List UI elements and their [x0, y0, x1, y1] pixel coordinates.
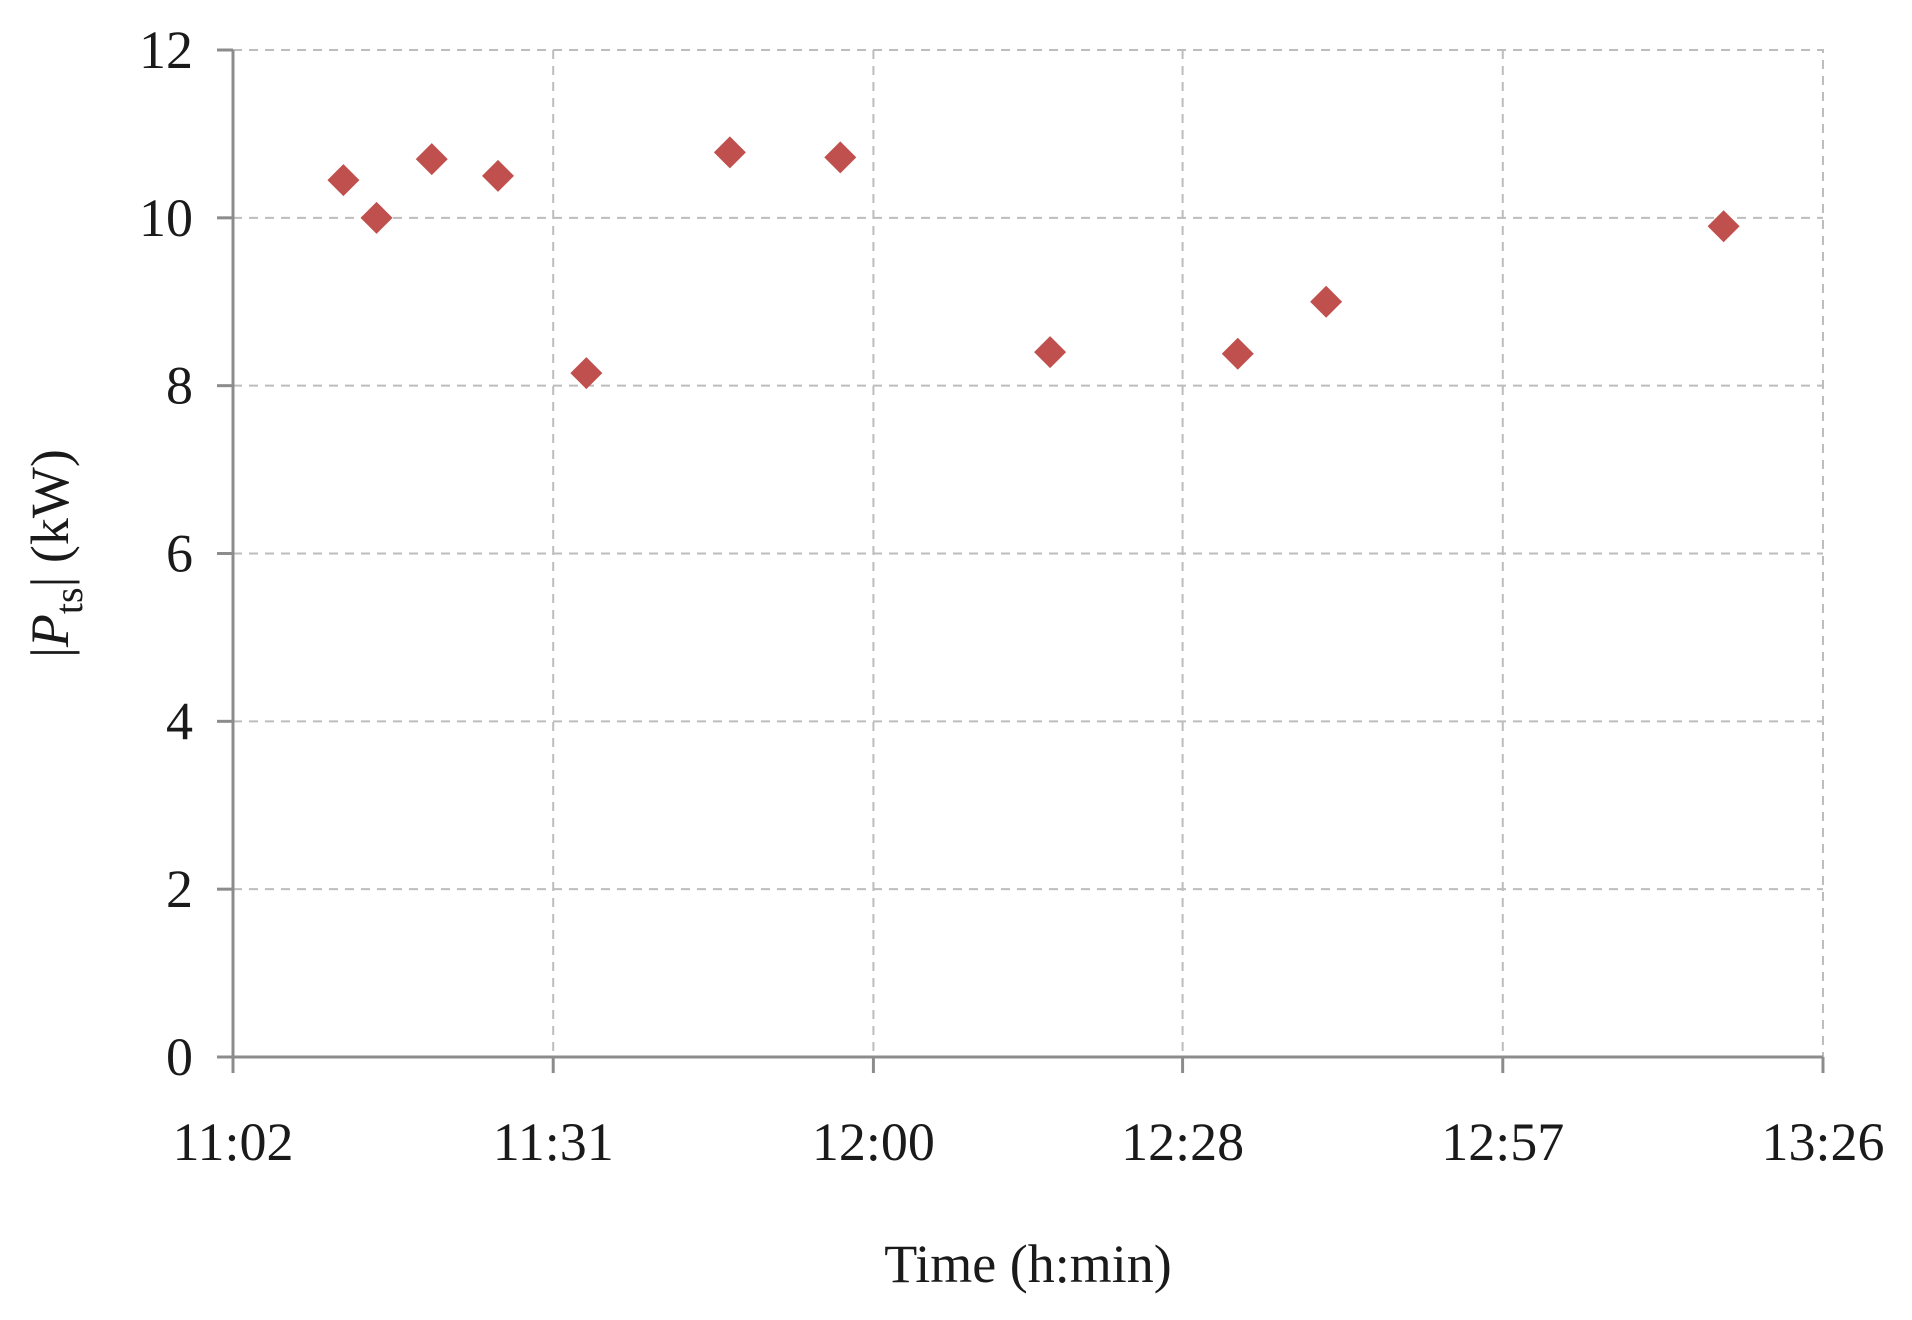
data-points [327, 136, 1740, 390]
x-tick-label: 12:00 [812, 1112, 935, 1172]
y-tick-label: 2 [166, 859, 193, 919]
y-tick-label: 4 [166, 691, 193, 751]
x-tick-label: 12:28 [1121, 1112, 1244, 1172]
y-tick-label: 10 [139, 188, 193, 248]
axes [217, 48, 1825, 1073]
data-point [415, 143, 448, 176]
data-point [327, 164, 360, 197]
data-point [482, 159, 514, 192]
x-tick-label: 12:57 [1441, 1112, 1564, 1172]
y-axis-title-subscript: ts [46, 587, 91, 614]
data-point [1221, 337, 1254, 370]
y-tick-label: 0 [166, 1027, 193, 1087]
y-tick-label: 6 [166, 524, 193, 584]
tick-labels: 0 2 4 6 8 10 12 11:02 11:31 12:00 12:28 12:57 13:26 [139, 20, 1885, 1172]
x-tick-label: 11:02 [173, 1112, 294, 1172]
y-axis-title-suffix: | (kW) [20, 449, 80, 587]
data-point [1707, 210, 1740, 243]
data-point [1034, 336, 1067, 369]
x-tick-label: 11:31 [493, 1112, 614, 1172]
data-point [1310, 285, 1343, 318]
data-point [713, 136, 746, 169]
data-point [570, 357, 603, 390]
y-axis-title-prefix: | [20, 647, 80, 658]
y-tick-label: 12 [139, 20, 193, 80]
grid-lines [232, 49, 1824, 1058]
y-axis-title-symbol: P [20, 614, 80, 648]
data-point [360, 201, 393, 234]
x-axis-title: Time (h:min) [884, 1234, 1172, 1294]
data-point [824, 141, 857, 174]
y-axis-title: |Pts| (kW) [20, 449, 91, 658]
x-tick-label: 13:26 [1761, 1112, 1884, 1172]
y-tick-label: 8 [166, 356, 193, 416]
